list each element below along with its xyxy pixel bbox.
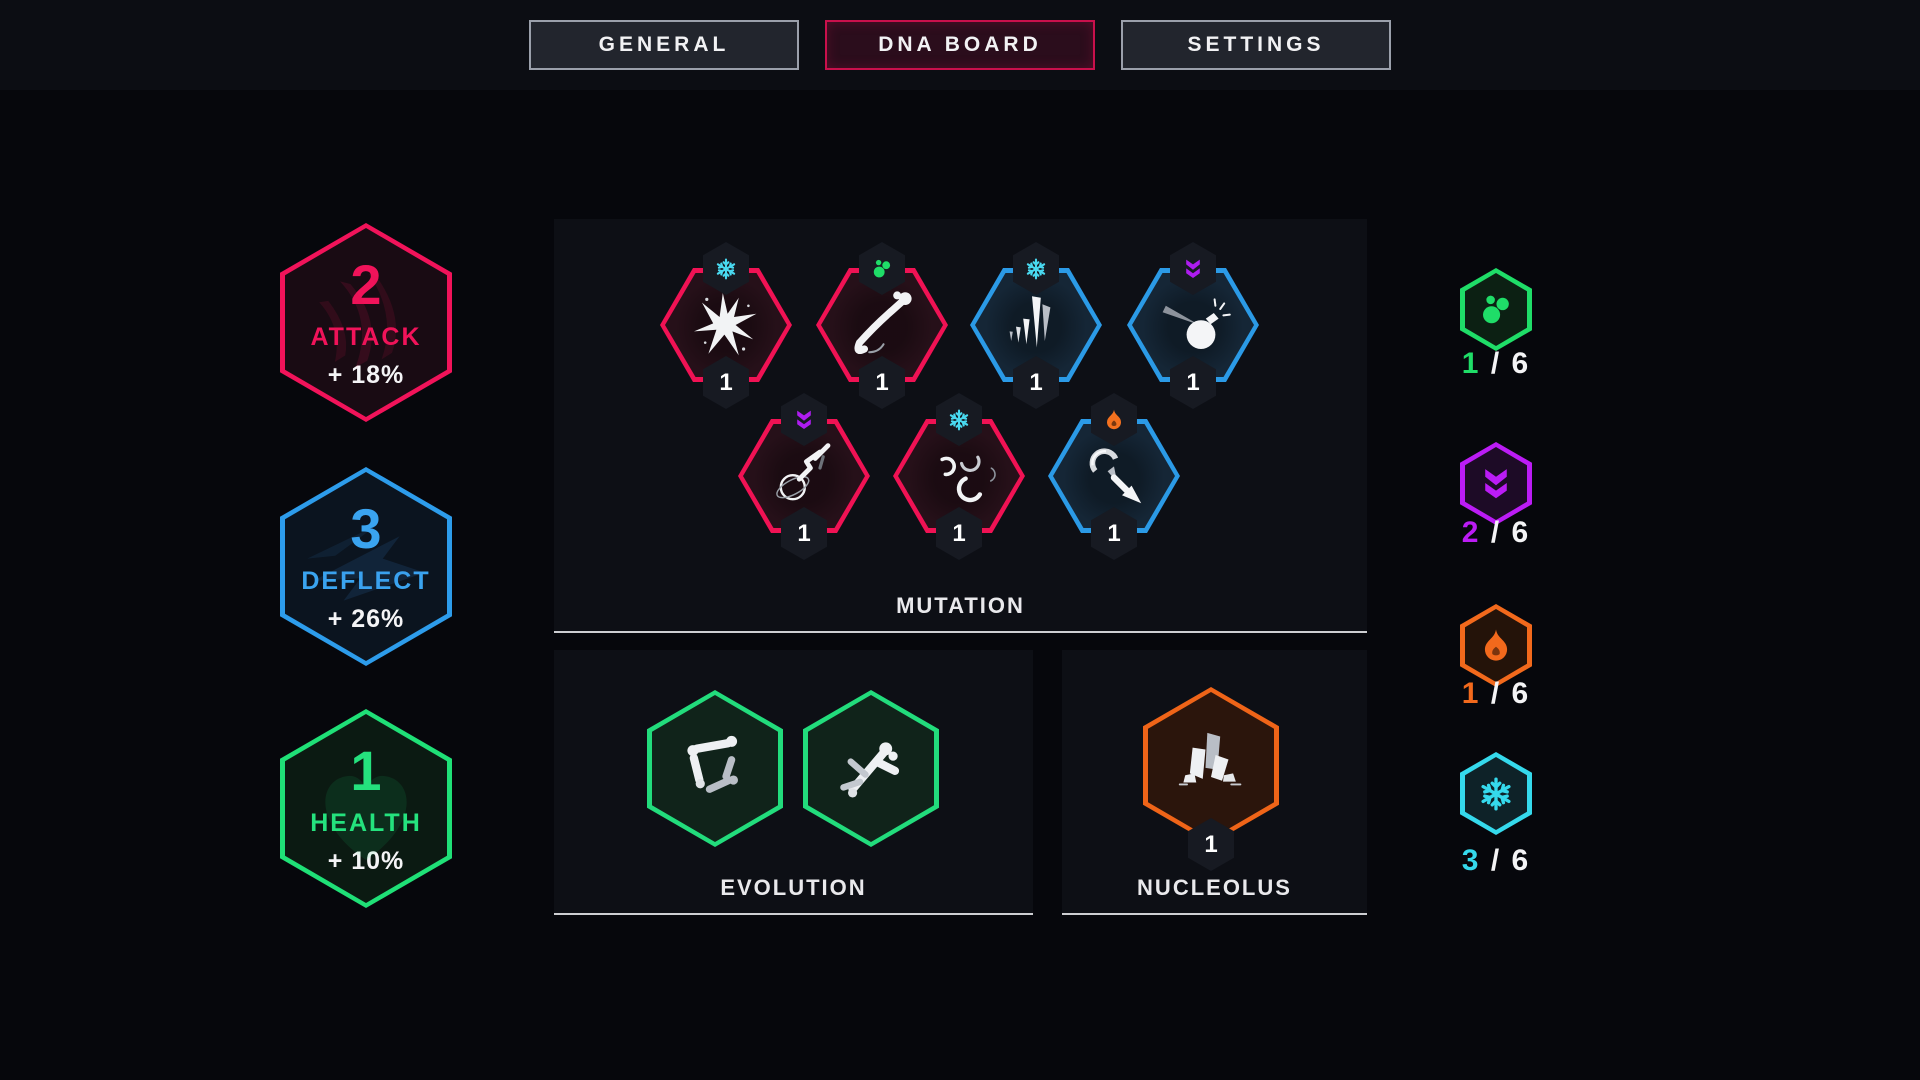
flame-icon — [1102, 408, 1126, 432]
slot-count: 1 — [1107, 519, 1121, 547]
nucleolus-panel: 1 NUCLEOLUS — [1062, 650, 1367, 915]
attack-value: 2 — [350, 253, 382, 316]
attack-label: ATTACK — [310, 323, 421, 352]
chevrons-counter-hex — [1460, 442, 1532, 525]
crystals-icon — [1178, 732, 1242, 785]
mutation-slot-icicles[interactable]: 1 — [970, 242, 1102, 409]
claw-icon — [285, 228, 447, 417]
mutation-slot-bone-whip[interactable]: 1 — [816, 242, 948, 409]
slot-count: 1 — [797, 519, 811, 547]
health-stat-hex: 1 HEALTH + 10% — [280, 709, 452, 908]
flame-icon — [1477, 627, 1515, 665]
icicles-icon — [1009, 296, 1051, 348]
count-badge: 1 — [1013, 356, 1059, 409]
evolution-panel: EVOLUTION — [554, 650, 1033, 915]
snowflake-icon — [1477, 775, 1515, 813]
attack-bonus: + 18% — [327, 361, 405, 389]
evolution-title: EVOLUTION — [720, 875, 867, 900]
slot-count: 1 — [875, 368, 889, 396]
snowflake-counter-hex — [1460, 752, 1532, 835]
spike-burst-icon — [694, 293, 757, 356]
snowflake-counter-label: 3 / 6 — [1461, 844, 1531, 877]
deflect-bonus: + 26% — [327, 605, 405, 633]
nucleolus-title: NUCLEOLUS — [1137, 875, 1292, 900]
slash-arrow-icon — [1089, 448, 1142, 504]
mutation-slot-spike-burst[interactable]: 1 — [660, 242, 792, 409]
tab-settings[interactable]: SETTINGS — [1121, 20, 1391, 70]
slot-count: 1 — [1186, 368, 1200, 396]
orbs-icon — [870, 257, 894, 281]
mutation-slot-bomb[interactable]: 1 — [1127, 242, 1259, 409]
element-badge — [781, 393, 827, 446]
evolution-slot-bone-frame[interactable] — [647, 690, 783, 847]
element-badge — [859, 242, 905, 295]
chevrons-icon — [1181, 257, 1205, 281]
rings-icon — [936, 451, 996, 503]
orbs-counter-hex — [1460, 268, 1532, 351]
snowflake-icon — [947, 408, 971, 432]
health-value: 1 — [350, 739, 382, 802]
deflect-label: DEFLECT — [301, 567, 430, 596]
mutation-slot-rings[interactable]: 1 — [893, 393, 1025, 560]
snowflake-icon — [714, 257, 738, 281]
bone-claw-icon — [840, 741, 900, 798]
attack-stat-hex: 2 ATTACK + 18% — [280, 223, 452, 422]
element-badge — [936, 393, 982, 446]
evolution-slot-bone-claw[interactable] — [803, 690, 939, 847]
tab-dna-board[interactable]: DNA BOARD — [825, 20, 1095, 70]
flame-counter-hex — [1460, 604, 1532, 687]
tentacle-icon — [776, 443, 831, 501]
heart-icon — [285, 714, 447, 903]
mutation-panel: 1 1 — [554, 219, 1367, 633]
bone-frame-icon — [687, 735, 738, 793]
slot-count: 1 — [719, 368, 733, 396]
count-badge: 1 — [703, 356, 749, 409]
nucleolus-slot-crystals[interactable]: 1 — [1143, 687, 1279, 871]
count-badge: 1 — [859, 356, 905, 409]
chevrons-icon — [1477, 465, 1515, 503]
mutation-title: MUTATION — [896, 593, 1025, 618]
chevrons-counter-label: 2 / 6 — [1461, 516, 1531, 549]
shard-icon — [285, 472, 447, 661]
element-badge — [703, 242, 749, 295]
bone-whip-icon — [854, 291, 912, 354]
health-label: HEALTH — [310, 809, 422, 838]
deflect-value: 3 — [350, 497, 382, 560]
mutation-slot-tentacle[interactable]: 1 — [738, 393, 870, 560]
chevrons-icon — [792, 408, 816, 432]
flame-counter-label: 1 / 6 — [1461, 677, 1531, 710]
orbs-counter-label: 1 / 6 — [1461, 347, 1531, 380]
snowflake-icon — [1024, 257, 1048, 281]
health-bonus: + 10% — [327, 847, 405, 875]
mutation-slot-slash-arrow[interactable]: 1 — [1048, 393, 1180, 560]
slot-count: 1 — [952, 519, 966, 547]
slot-count: 1 — [1204, 830, 1218, 858]
bomb-icon — [1162, 298, 1231, 349]
orbs-icon — [1477, 291, 1515, 329]
slot-count: 1 — [1029, 368, 1043, 396]
deflect-stat-hex: 3 DEFLECT + 26% — [280, 467, 452, 666]
top-nav-bar: GENERAL DNA BOARD SETTINGS — [0, 0, 1920, 90]
tab-general[interactable]: GENERAL — [529, 20, 799, 70]
